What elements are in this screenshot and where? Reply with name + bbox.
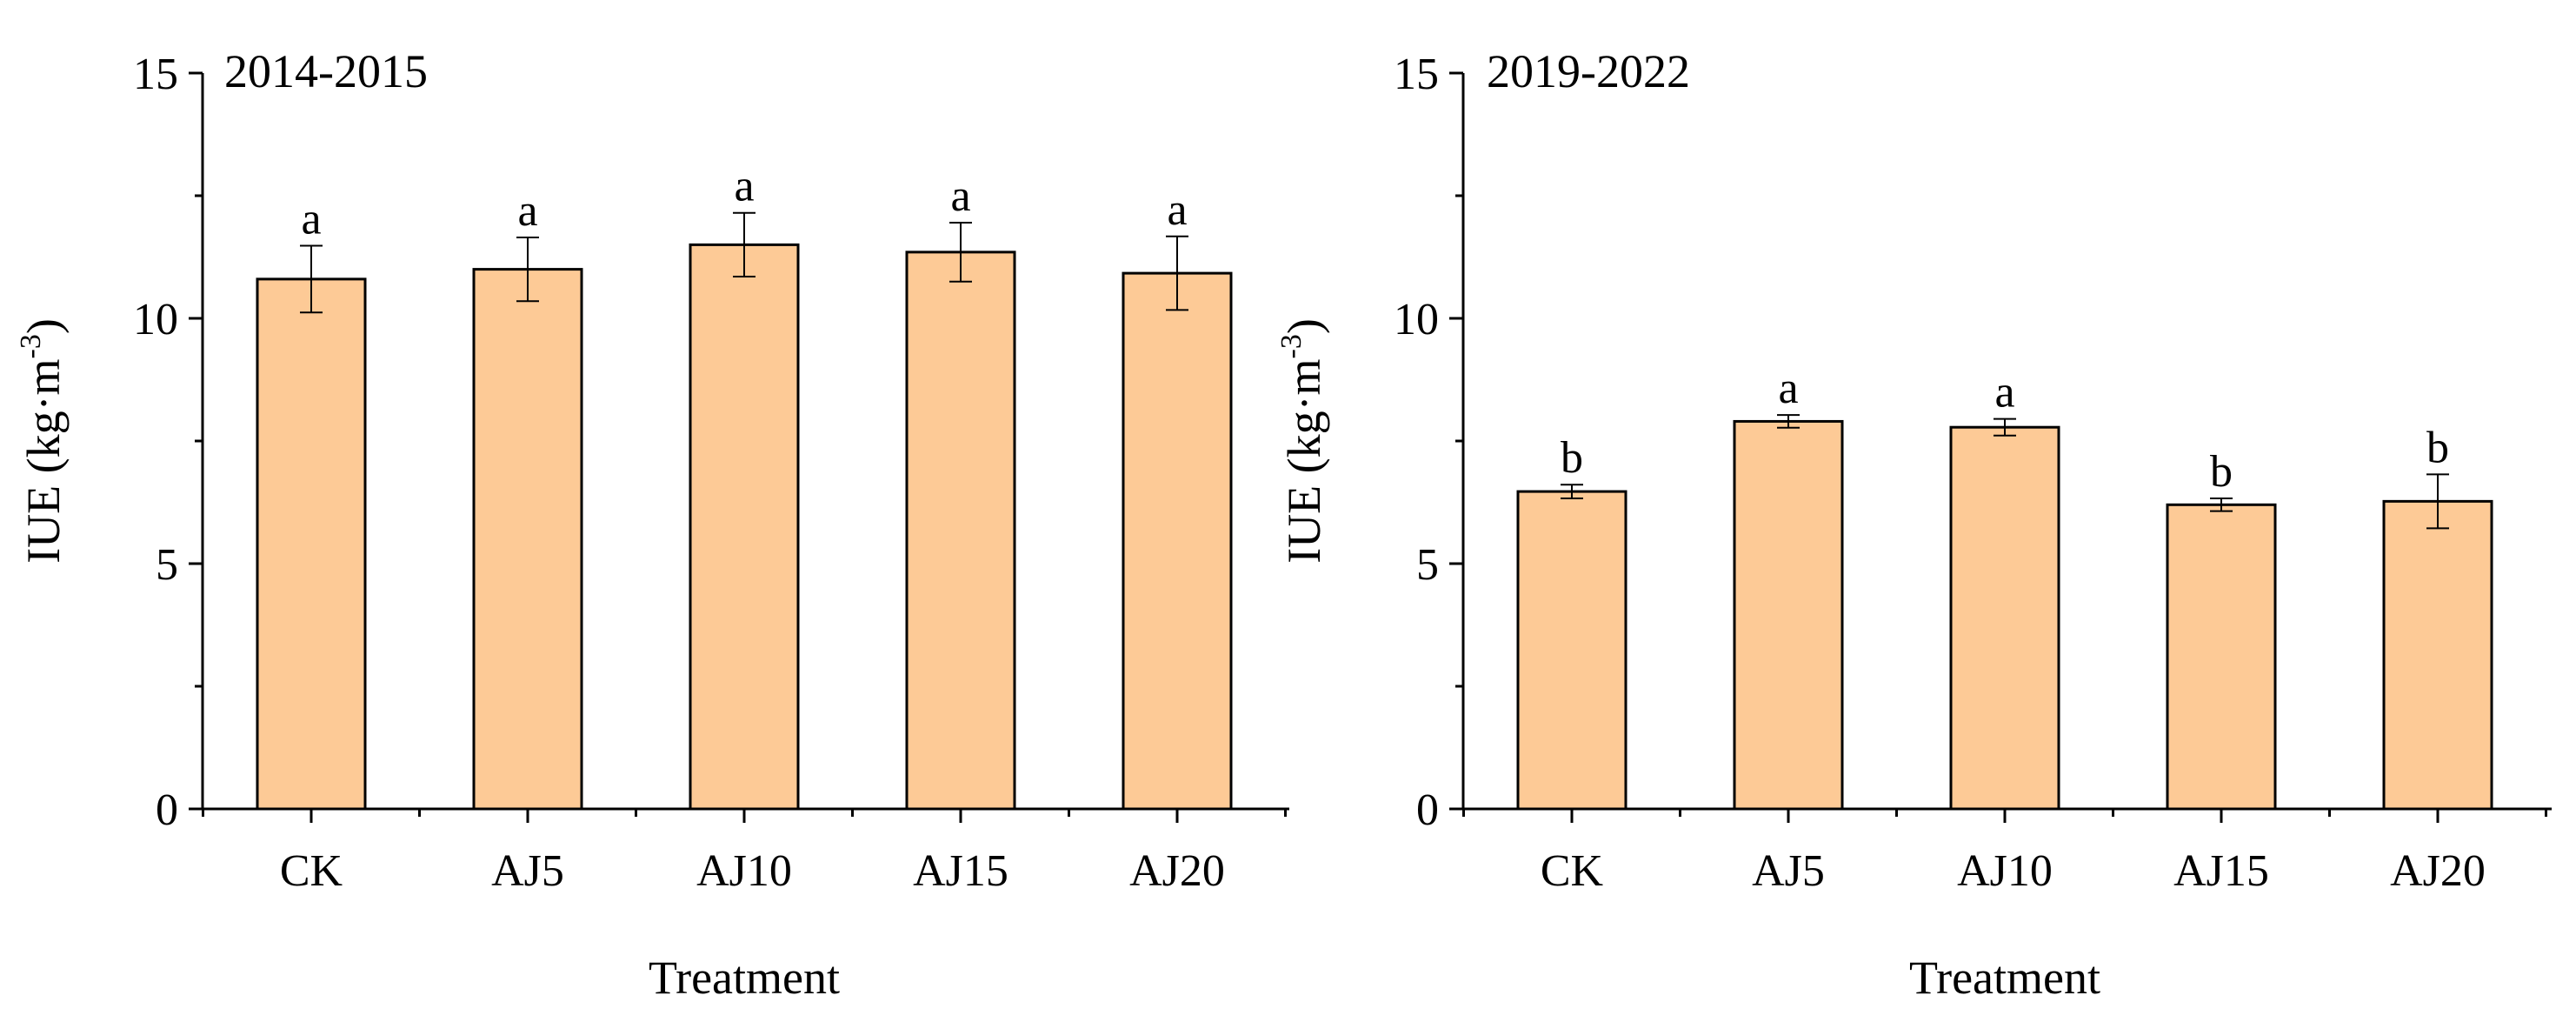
error-bar-aj5: [516, 236, 539, 303]
y-tick-label: 15: [133, 50, 178, 99]
x-tick-label: AJ20: [2390, 846, 2486, 896]
y-axis-title-main: IUE (kg·m: [1278, 358, 1330, 563]
bar-aj5: [472, 268, 583, 811]
significance-label: a: [1994, 368, 2014, 417]
error-bar-aj10: [1994, 417, 2016, 437]
y-tick-label: 0: [156, 785, 178, 835]
error-bar-aj5: [1777, 414, 1800, 429]
x-axis-title: Treatment: [649, 952, 840, 1004]
significance-label: b: [2426, 423, 2449, 472]
panel-title: 2019-2022: [1487, 45, 1690, 97]
y-axis-title-close: ): [17, 318, 70, 334]
significance-label: a: [1778, 364, 1798, 413]
x-tick-label: AJ20: [1129, 846, 1225, 896]
x-tick-label: CK: [1541, 846, 1604, 896]
bar-ck: [256, 277, 367, 811]
significance-label: b: [2210, 447, 2233, 497]
bar-aj20: [2382, 499, 2493, 811]
significance-label: a: [734, 162, 754, 211]
y-tick-label: 15: [1394, 50, 1439, 99]
y-axis-title-main: IUE (kg·m: [17, 358, 70, 563]
error-bar-aj20: [2426, 473, 2449, 530]
chart-panel-2014-2015: a CK a AJ5 a AJ10 a AJ15 a AJ20 0 5 10 15 2014-2015 Tre…: [15, 45, 1289, 1004]
y-tick-label: 10: [133, 295, 178, 344]
bar-aj10: [1949, 425, 2060, 811]
x-tick-label: AJ10: [1957, 846, 2053, 896]
y-axis-title: IUE (kg·m-3): [15, 318, 70, 564]
error-bar-ck: [300, 244, 323, 314]
error-bar-aj20: [1166, 235, 1188, 311]
bar-aj20: [1122, 271, 1233, 811]
y-axis-title-sup: -3: [15, 334, 47, 358]
significance-label: a: [517, 186, 537, 236]
y-tick-label: 10: [1394, 295, 1439, 344]
x-axis-title: Treatment: [1909, 952, 2100, 1004]
bar-ck: [1516, 490, 1627, 811]
y-tick-label: 5: [1416, 540, 1439, 590]
y-tick-label: 5: [156, 540, 178, 590]
y-axis-title-sup: -3: [1275, 334, 1308, 358]
y-axis-title-close: ): [1278, 318, 1330, 334]
chart-panel-2019-2022: b CK a AJ5 a AJ10 b AJ15 b AJ20 0 5 10 15 2019-2022 Tre…: [1275, 45, 2552, 1004]
x-tick-label: AJ10: [696, 846, 792, 896]
significance-label: a: [1167, 185, 1187, 235]
x-tick-label: AJ5: [1752, 846, 1825, 896]
y-tick-label: 0: [1416, 785, 1439, 835]
x-tick-label: AJ5: [491, 846, 564, 896]
error-bar-aj15: [2210, 497, 2233, 512]
x-tick-label: AJ15: [2173, 846, 2269, 896]
significance-label: a: [950, 171, 970, 221]
bar-aj5: [1733, 419, 1844, 811]
bar-aj15: [2166, 503, 2277, 811]
bar-aj10: [689, 243, 800, 811]
panel-title: 2014-2015: [224, 45, 428, 97]
significance-label: a: [301, 195, 321, 244]
x-tick-label: AJ15: [913, 846, 1008, 896]
x-tick-label: CK: [280, 846, 343, 896]
significance-label: b: [1561, 433, 1583, 483]
error-bar-aj10: [733, 211, 755, 278]
y-axis-title: IUE (kg·m-3): [1275, 318, 1330, 564]
bar-aj15: [905, 250, 1016, 811]
error-bar-aj15: [949, 222, 972, 283]
error-bar-ck: [1561, 484, 1583, 499]
